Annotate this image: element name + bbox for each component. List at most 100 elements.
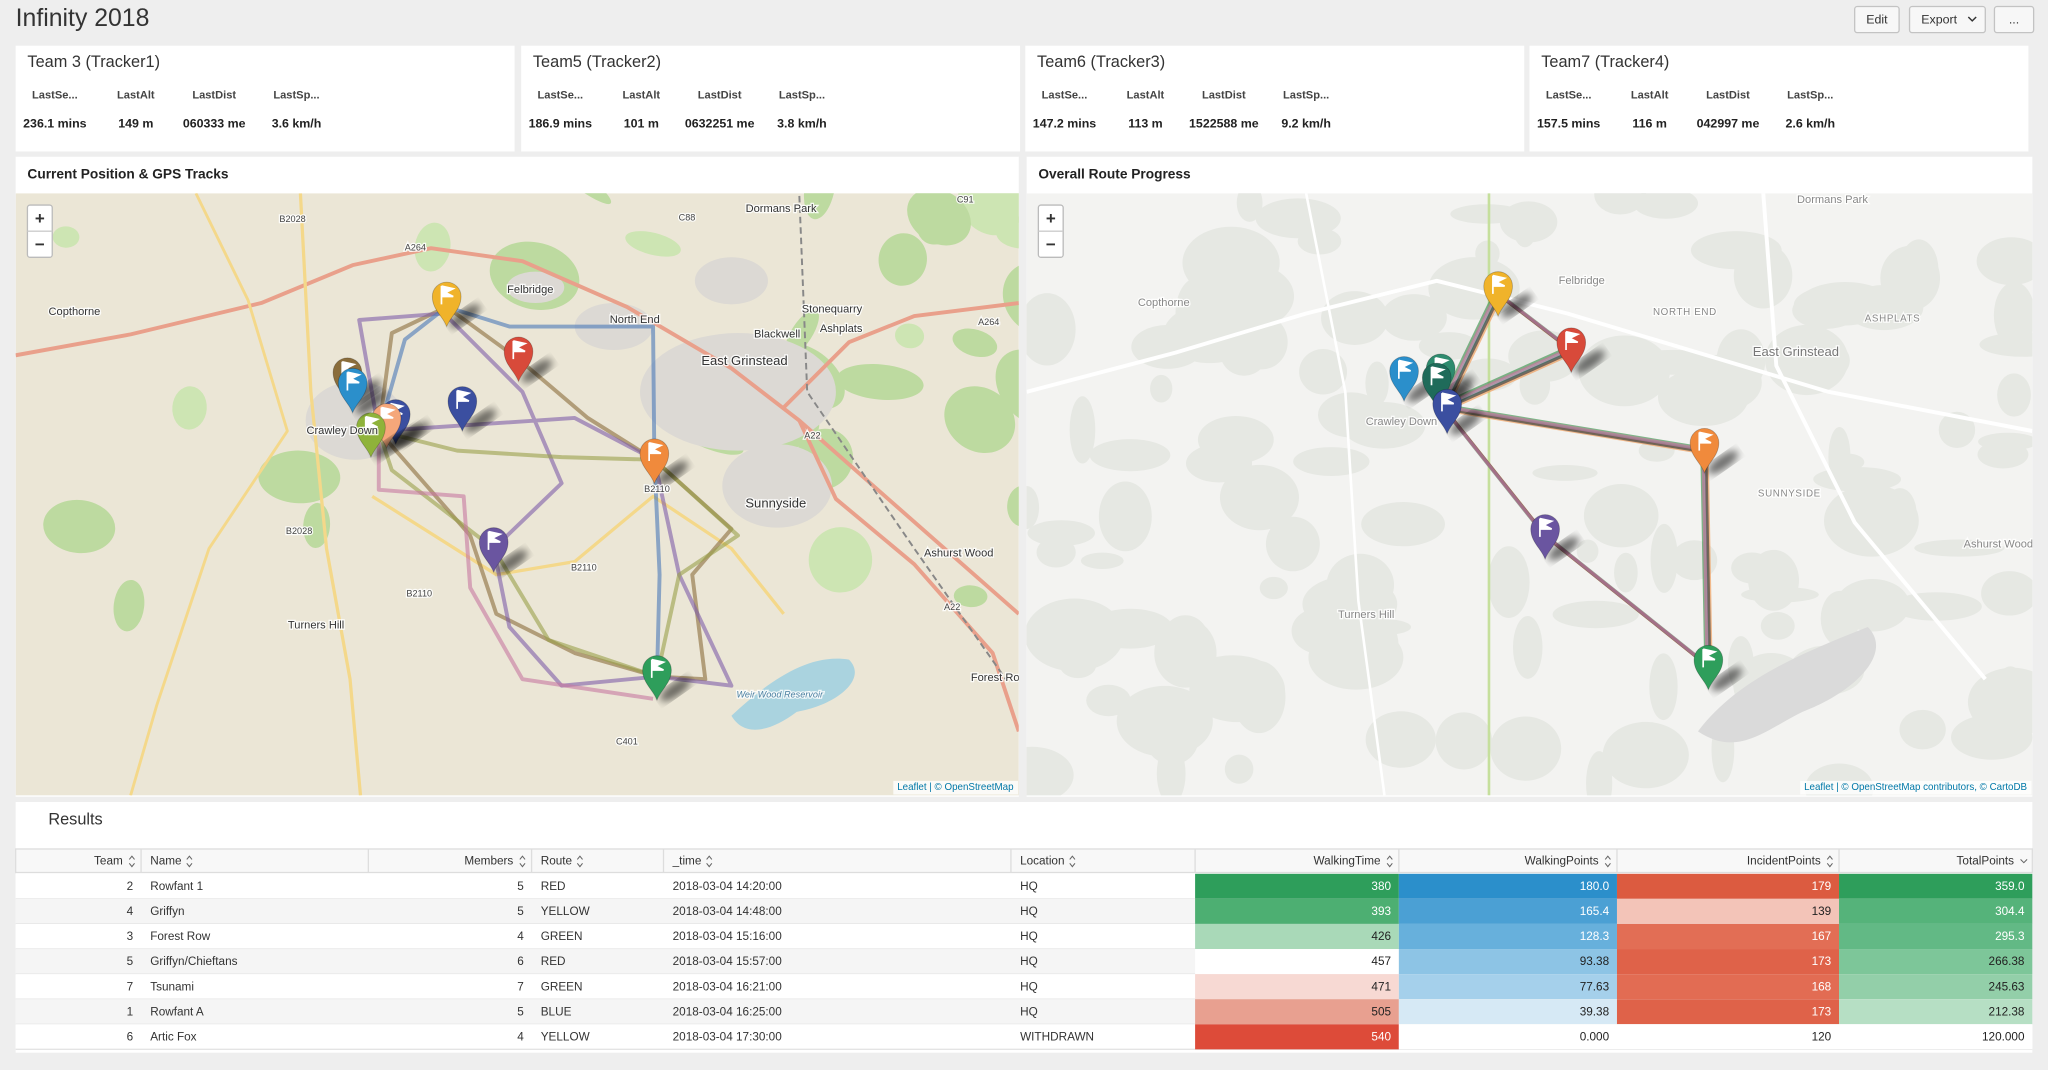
woodland — [1650, 523, 1678, 593]
marker-flag[interactable] — [1702, 648, 1718, 668]
marker-pin[interactable] — [1530, 514, 1560, 561]
map-marker[interactable] — [356, 412, 386, 459]
marker-pin[interactable] — [1689, 428, 1720, 474]
woodland — [1977, 440, 2029, 469]
marker-flag[interactable] — [1492, 274, 1508, 294]
panel-title: Current Position & GPS Tracks — [27, 167, 228, 182]
marker-pin[interactable] — [431, 281, 462, 328]
map-marker[interactable] — [1389, 356, 1419, 403]
column-header[interactable]: Route — [541, 854, 573, 867]
woodland — [43, 499, 116, 554]
column-header[interactable]: Location — [1020, 854, 1064, 867]
column-header[interactable]: Members — [464, 854, 513, 867]
button-label[interactable]: Export — [1921, 13, 1957, 27]
zoom-button[interactable]: + — [35, 209, 45, 228]
zoom-button[interactable]: − — [1046, 235, 1056, 254]
map-marker[interactable] — [1693, 644, 1724, 691]
map-marker[interactable] — [447, 386, 478, 433]
marker-pin[interactable] — [639, 438, 670, 485]
table-cell: HQ — [1020, 880, 1038, 893]
map-marker[interactable] — [431, 281, 462, 328]
table-cell: 1 — [127, 1005, 134, 1018]
sort-icon[interactable] — [186, 855, 193, 868]
map-marker[interactable] — [337, 368, 368, 414]
map-marker[interactable] — [1432, 388, 1462, 435]
map-label: Stonequarry — [802, 303, 863, 315]
map-marker[interactable] — [1689, 428, 1720, 474]
marker-flag[interactable] — [512, 340, 528, 360]
column-header[interactable]: Team — [94, 854, 123, 867]
woodland — [1197, 415, 1274, 464]
map-marker[interactable] — [1530, 514, 1560, 561]
marker-flag[interactable] — [440, 285, 456, 305]
woodland — [1098, 481, 1152, 552]
woodland — [1578, 335, 1671, 407]
column-header[interactable]: IncidentPoints — [1747, 854, 1821, 867]
sort-icon[interactable] — [519, 855, 526, 868]
sort-icon[interactable] — [1604, 855, 1611, 868]
marker-pin[interactable] — [447, 386, 478, 433]
heat-cell — [1616, 923, 1840, 950]
sort-icon[interactable] — [128, 855, 135, 868]
marker-pin[interactable] — [503, 336, 534, 383]
marker-flag[interactable] — [1398, 359, 1414, 379]
marker-flag[interactable] — [346, 371, 362, 391]
button-frame[interactable] — [1908, 5, 1986, 34]
map-marker[interactable] — [478, 527, 509, 574]
map-label: Ashplats — [820, 323, 863, 335]
woodland — [1487, 546, 1530, 619]
column-header[interactable]: TotalPoints — [1957, 854, 2015, 867]
heat-cell — [1839, 1024, 2033, 1050]
sort-icon[interactable] — [576, 855, 583, 868]
column-header[interactable]: WalkingPoints — [1525, 854, 1599, 867]
column-header[interactable]: Name — [150, 854, 182, 867]
map-label: B2028 — [286, 526, 312, 536]
table-cell: 5 — [517, 905, 524, 918]
column-header[interactable]: _time — [672, 854, 702, 867]
marker-flag[interactable] — [1698, 431, 1714, 451]
header-button[interactable]: Edit — [1854, 5, 1900, 34]
marker-flag[interactable] — [1430, 366, 1446, 386]
button-frame[interactable] — [1854, 5, 1900, 34]
marker-flag[interactable] — [1441, 392, 1457, 412]
woodland — [1219, 464, 1300, 531]
marker-pin[interactable] — [478, 527, 509, 574]
button-label[interactable]: Edit — [1866, 13, 1888, 27]
woodland — [1981, 571, 2033, 616]
header-button[interactable]: ... — [1993, 5, 2035, 34]
heat-cell — [1195, 949, 1399, 975]
sort-icon[interactable] — [1386, 855, 1393, 868]
zoom-button[interactable]: − — [35, 235, 45, 254]
zoom-button[interactable]: + — [1046, 209, 1056, 228]
marker-pin[interactable] — [1389, 356, 1419, 403]
marker-pin[interactable] — [337, 368, 368, 414]
map-marker[interactable] — [642, 655, 672, 702]
marker-flag[interactable] — [456, 389, 472, 409]
column-header[interactable]: WalkingTime — [1314, 854, 1381, 867]
header-button[interactable]: Export — [1908, 5, 1986, 34]
sort-icon[interactable] — [1826, 855, 1833, 868]
marker-pin[interactable] — [1693, 644, 1724, 691]
map-marker[interactable] — [1483, 271, 1513, 318]
marker-pin[interactable] — [642, 655, 672, 702]
marker-flag[interactable] — [1565, 330, 1581, 351]
marker-pin[interactable] — [1556, 327, 1587, 374]
marker-flag[interactable] — [487, 530, 503, 550]
map-marker[interactable] — [639, 438, 670, 485]
marker-flag[interactable] — [364, 415, 380, 435]
sort-icon[interactable] — [2020, 859, 2028, 864]
marker-shadow — [496, 549, 528, 574]
sort-icon[interactable] — [1069, 855, 1076, 868]
button-label[interactable]: ... — [2009, 13, 2019, 27]
marker-pin[interactable] — [1483, 271, 1513, 318]
marker-flag[interactable] — [650, 658, 667, 678]
marker-flag[interactable] — [648, 441, 664, 462]
button-frame[interactable] — [1993, 5, 2035, 34]
marker-flag[interactable] — [1539, 517, 1555, 537]
sort-icon[interactable] — [706, 855, 713, 868]
marker-pin[interactable] — [1432, 388, 1462, 435]
map-marker[interactable] — [1556, 327, 1587, 374]
marker-pin[interactable] — [356, 412, 386, 459]
table-cell: 2018-03-04 16:21:00 — [673, 980, 783, 993]
map-marker[interactable] — [503, 336, 534, 383]
